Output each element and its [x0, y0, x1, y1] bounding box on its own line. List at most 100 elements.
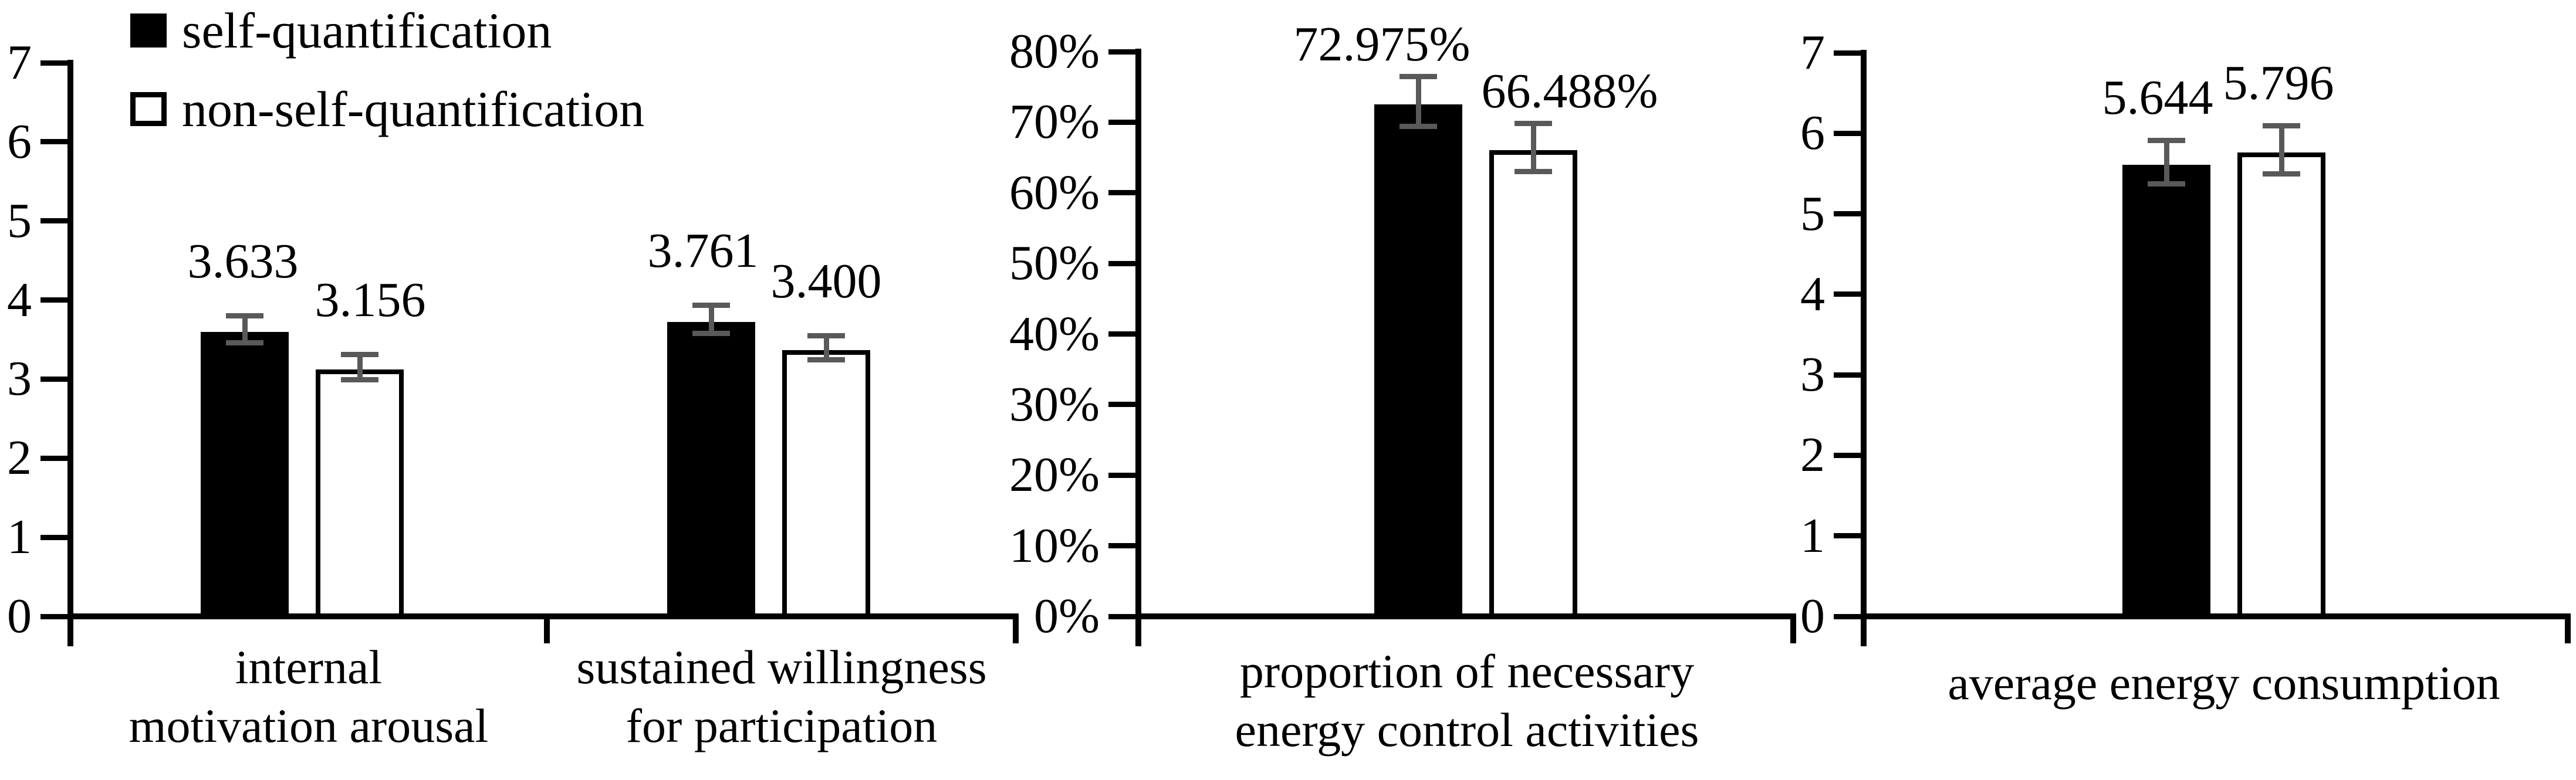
- y-axis-tick: [1108, 190, 1135, 195]
- value-label: 3.761: [647, 223, 759, 278]
- legend-item-self-quantification: self-quantification: [130, 5, 552, 56]
- x-axis-tick: [1790, 613, 1796, 643]
- error-bar-bottom-cap: [226, 340, 263, 345]
- error-bar-top-cap: [807, 333, 845, 338]
- bar-self-quantification: [667, 322, 755, 619]
- y-axis-tick: [1834, 131, 1861, 136]
- y-axis-tick-label: 6: [1800, 106, 1825, 160]
- error-bar-top-cap: [226, 313, 263, 318]
- error-bar-top-cap: [692, 303, 730, 308]
- bar-non-self-quantification: [782, 350, 870, 619]
- value-label: 3.633: [187, 234, 299, 289]
- error-bar-top-cap: [2263, 123, 2300, 128]
- bar-self-quantification: [2122, 165, 2210, 619]
- category-label: proportion of necessary energy control ac…: [1235, 642, 1699, 759]
- bar-self-quantification: [1374, 104, 1462, 619]
- y-axis-tick-label: 0: [7, 589, 32, 643]
- x-axis-tick: [1013, 613, 1019, 643]
- y-axis-tick: [1834, 211, 1861, 216]
- category-label-line: internal: [235, 640, 383, 694]
- y-axis-line: [1861, 50, 1867, 646]
- bar-self-quantification: [201, 332, 289, 619]
- y-axis-tick-label: 4: [1800, 267, 1825, 321]
- y-axis-tick: [40, 297, 67, 303]
- y-axis-tick-label: 30%: [1009, 377, 1100, 432]
- y-axis-tick-label: 70%: [1009, 94, 1100, 149]
- y-axis-tick: [40, 456, 67, 461]
- y-axis-tick: [1108, 331, 1135, 337]
- error-bar-line: [1531, 123, 1536, 171]
- error-bar-bottom-cap: [341, 377, 378, 382]
- y-axis-tick-label: 60%: [1009, 165, 1100, 220]
- y-axis-line: [1135, 49, 1141, 646]
- y-axis-tick-label: 4: [7, 273, 32, 327]
- x-axis-line: [1135, 613, 1796, 619]
- y-axis-tick-label: 1: [1800, 508, 1825, 563]
- y-axis-tick-label: 2: [7, 430, 32, 485]
- y-axis-tick-label: 2: [1800, 428, 1825, 482]
- error-bar-bottom-cap: [2148, 181, 2185, 186]
- y-axis-tick-label: 7: [1800, 25, 1825, 80]
- x-axis-tick: [2565, 613, 2571, 643]
- y-axis-tick: [1108, 120, 1135, 125]
- category-label: sustained willingness for participation: [576, 638, 986, 755]
- value-label: 5.796: [2223, 56, 2334, 110]
- y-axis-tick-label: 40%: [1009, 307, 1100, 361]
- y-axis-tick: [1834, 533, 1861, 538]
- legend-item-non-self-quantification: non-self-quantification: [130, 83, 644, 135]
- value-label: 3.156: [315, 273, 426, 327]
- category-label-line: sustained willingness: [576, 640, 987, 694]
- y-axis-tick-label: 0: [1800, 589, 1825, 643]
- category-label: internal motivation arousal: [129, 638, 489, 755]
- error-bar-line: [357, 354, 363, 379]
- y-axis-tick-label: 10%: [1009, 518, 1100, 573]
- y-axis-tick-label: 5: [1800, 186, 1825, 241]
- error-bar-line: [1416, 76, 1421, 126]
- error-bar-line: [242, 316, 248, 342]
- y-axis-tick-label: 20%: [1009, 447, 1100, 502]
- y-axis-tick-label: 50%: [1009, 236, 1100, 290]
- value-label: 72.975%: [1293, 17, 1470, 72]
- error-bar-bottom-cap: [1515, 169, 1552, 174]
- error-bar-bottom-cap: [2263, 171, 2300, 177]
- y-axis-tick: [40, 60, 67, 66]
- value-label: 66.488%: [1481, 64, 1658, 118]
- category-label-line: motivation arousal: [129, 699, 489, 752]
- x-axis-tick: [544, 613, 550, 643]
- y-axis-tick: [1834, 50, 1861, 56]
- y-axis-tick-label: 3: [7, 351, 32, 406]
- error-bar-top-cap: [1399, 74, 1437, 79]
- category-label-line: for participation: [626, 699, 938, 752]
- y-axis-tick-label: 80%: [1009, 24, 1100, 79]
- error-bar-bottom-cap: [807, 357, 845, 362]
- y-axis-tick-label: 5: [7, 194, 32, 248]
- category-label: average energy consumption: [1948, 654, 2500, 713]
- x-axis-line: [67, 613, 1019, 619]
- y-axis-tick: [40, 218, 67, 223]
- error-bar-line: [2164, 140, 2169, 184]
- y-axis-tick-label: 7: [7, 35, 32, 90]
- y-axis-tick: [40, 139, 67, 144]
- y-axis-tick-label: 0%: [1034, 589, 1100, 643]
- error-bar-bottom-cap: [692, 331, 730, 336]
- y-axis-tick: [40, 377, 67, 382]
- y-axis-tick: [1108, 614, 1135, 619]
- value-label: 5.644: [2102, 70, 2213, 125]
- error-bar-line: [2279, 126, 2284, 174]
- x-axis-line: [1861, 613, 2571, 619]
- y-axis-tick: [40, 614, 67, 619]
- y-axis-tick: [1834, 614, 1861, 619]
- value-label: 3.400: [770, 254, 882, 308]
- white-square-swatch-icon: [130, 92, 167, 126]
- category-label-line: energy control activities: [1235, 703, 1699, 757]
- y-axis-tick: [1834, 453, 1861, 458]
- legend-label-non-self-quantification: non-self-quantification: [182, 81, 645, 137]
- y-axis-tick-label: 1: [7, 510, 32, 564]
- black-square-swatch-icon: [130, 13, 167, 48]
- error-bar-line: [709, 305, 714, 334]
- bar-non-self-quantification: [1489, 150, 1577, 619]
- y-axis-line: [67, 60, 73, 646]
- legend-label-self-quantification: self-quantification: [182, 2, 552, 59]
- category-label-line: proportion of necessary: [1239, 645, 1695, 698]
